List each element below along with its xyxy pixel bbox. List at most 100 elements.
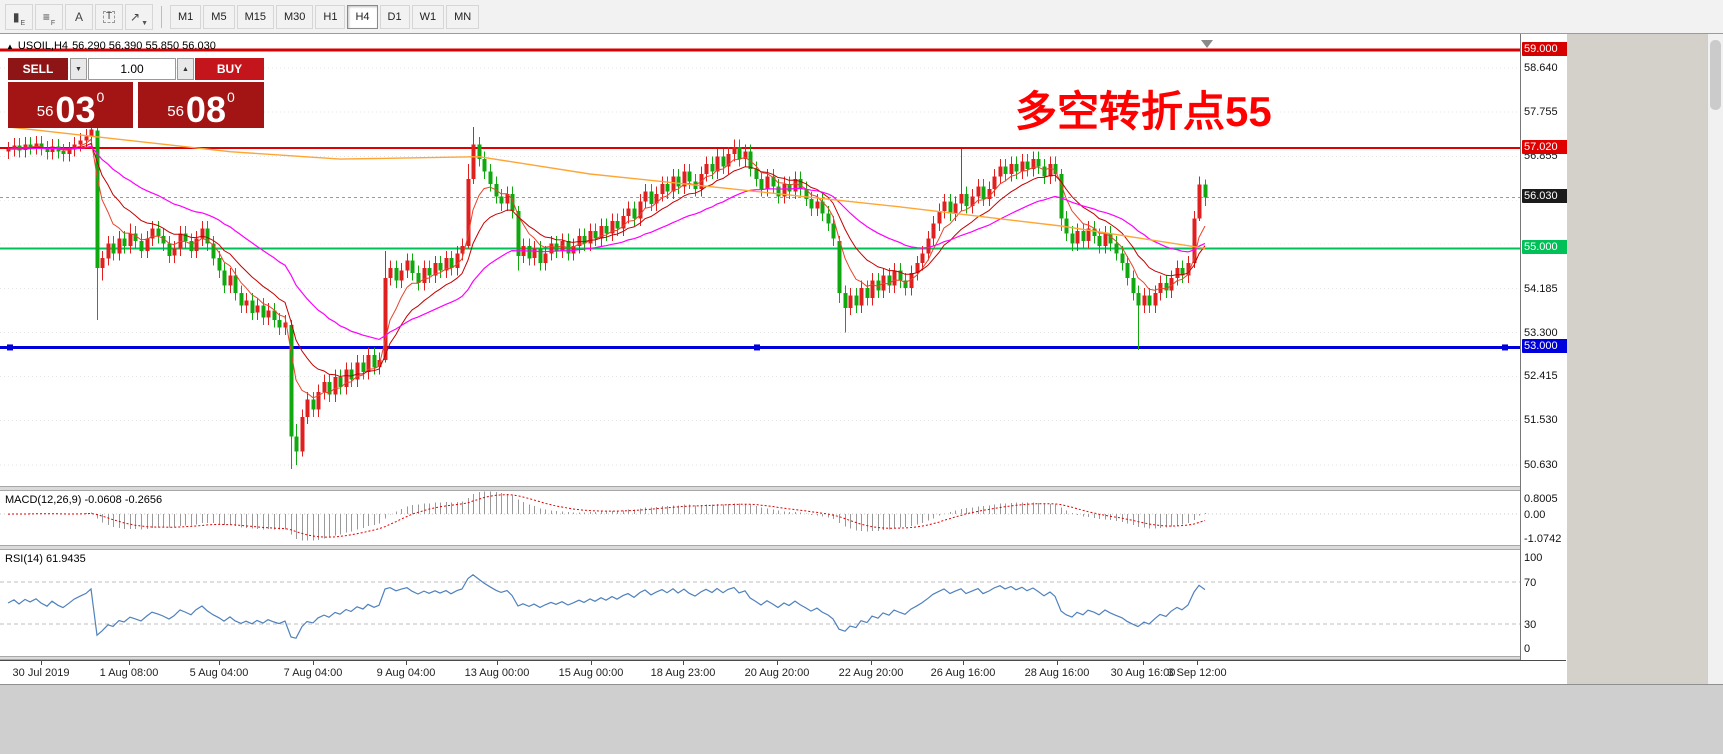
draw-sub-icon: ▼ (141, 19, 148, 27)
date-tick (1057, 661, 1058, 665)
text-icon: A (74, 9, 83, 24)
tool-button-group: ▮ E ≡ F A T ↗ ▼ (4, 3, 154, 30)
timeframe-button-w1[interactable]: W1 (411, 4, 445, 29)
date-tick (219, 661, 220, 665)
volume-down-icon[interactable]: ▼ (70, 58, 87, 80)
chart-style-icon: ▮ (12, 9, 20, 24)
date-axis[interactable]: 30 Jul 2019 1 Aug 08:00 5 Aug 04:00 7 Aug 0… (0, 660, 1566, 684)
date-label: 30 Jul 2019 (12, 667, 70, 679)
pane-separator[interactable] (0, 486, 1566, 491)
ohlc-readout: 56.290 56.390 55.850 56.030 (72, 40, 216, 52)
price-axis-label: 51.530 (1524, 414, 1558, 427)
timeframe-button-m15[interactable]: M15 (236, 4, 274, 29)
timeframe-button-m5[interactable]: M5 (203, 4, 235, 29)
date-tick (591, 661, 592, 665)
macd-pane[interactable] (0, 491, 1520, 545)
date-label: 18 Aug 23:00 (650, 667, 716, 679)
timeframe-button-h4[interactable]: H4 (347, 4, 378, 29)
timeframe-button-m1[interactable]: M1 (170, 4, 202, 29)
price-axis-label: 59.000 (1522, 42, 1568, 57)
rsi-pane[interactable] (0, 550, 1520, 656)
lot-size-input[interactable] (88, 58, 176, 80)
date-label: 20 Aug 20:00 (744, 667, 810, 679)
date-tick (777, 661, 778, 665)
bottom-panel (0, 684, 1723, 754)
price-axis[interactable]: 58.640 57.755 56.855 54.185 53.300 52.415 51.5… (1520, 34, 1568, 684)
label-tool-button[interactable]: T (95, 3, 123, 30)
main-chart-pane[interactable] (0, 38, 1520, 486)
pane-separator[interactable] (0, 656, 1566, 660)
date-label: 28 Aug 16:00 (1024, 667, 1090, 679)
price-axis-label: 53.000 (1522, 339, 1568, 354)
price-axis-label: 30 (1524, 619, 1537, 632)
rsi-label: RSI(14) 61.9435 (5, 553, 86, 565)
price-axis-label: 0.8005 (1524, 493, 1558, 505)
price-axis-label: 56.030 (1522, 189, 1568, 204)
date-label: 13 Aug 00:00 (464, 667, 530, 679)
price-axis-label: 0 (1524, 643, 1531, 655)
date-label: 15 Aug 00:00 (558, 667, 624, 679)
label-icon: T (102, 10, 116, 23)
draw-tool-button[interactable]: ↗ ▼ (125, 3, 153, 30)
date-label: 22 Aug 20:00 (838, 667, 904, 679)
price-axis-label: -1.0742 (1524, 533, 1562, 545)
toolbar-separator (161, 5, 162, 28)
text-tool-button[interactable]: A (65, 3, 93, 30)
date-tick (871, 661, 872, 665)
date-tick (1143, 661, 1144, 665)
chart-style-sub-icon: E (20, 19, 26, 27)
price-axis-label: 70 (1524, 576, 1537, 589)
toolbar: ▮ E ≡ F A T ↗ ▼ M1 M5 M15 M30 H1 H4 D1 W1 MN (0, 0, 1723, 34)
timeframe-button-mn[interactable]: MN (446, 4, 480, 29)
volume-up-icon[interactable]: ▲ (177, 58, 194, 80)
timeframe-button-m30[interactable]: M30 (275, 4, 314, 29)
date-label: 3 Sep 12:00 (1167, 667, 1227, 679)
pane-separator[interactable] (0, 545, 1566, 550)
sell-price-small: 56 (36, 103, 54, 120)
date-label: 1 Aug 08:00 (99, 667, 159, 679)
sell-quote[interactable]: 56 03 0 (8, 82, 133, 128)
buy-price-big: 08 (185, 88, 226, 130)
date-tick (406, 661, 407, 665)
price-axis-label: 57.755 (1524, 105, 1558, 118)
sell-button[interactable]: SELL (8, 58, 68, 80)
date-tick (313, 661, 314, 665)
date-label: 5 Aug 04:00 (189, 667, 249, 679)
collapse-arrow-icon[interactable]: ▲ (6, 42, 14, 51)
symbol-info: ▲ USOIL,H4 56.290 56.390 55.850 56.030 (6, 40, 220, 52)
timeframe-button-d1[interactable]: D1 (379, 4, 410, 29)
price-axis-label: 54.185 (1524, 282, 1558, 295)
vertical-scrollbar[interactable] (1707, 34, 1723, 684)
date-label: 26 Aug 16:00 (930, 667, 996, 679)
sell-price-big: 03 (55, 88, 96, 130)
chart-window[interactable]: ▲ USOIL,H4 56.290 56.390 55.850 56.030 SEL… (0, 34, 1568, 684)
buy-price-sup: 0 (226, 89, 235, 105)
date-tick (41, 661, 42, 665)
chart-annotation: 多空转折点55 (1015, 88, 1272, 135)
price-axis-label: 0.00 (1524, 509, 1546, 522)
date-tick (683, 661, 684, 665)
date-label: 30 Aug 16:00 (1110, 667, 1176, 679)
price-axis-label: 50.630 (1524, 458, 1558, 471)
scrollbar-thumb[interactable] (1710, 40, 1721, 110)
buy-quote[interactable]: 56 08 0 (138, 82, 264, 128)
buy-price-small: 56 (167, 103, 184, 120)
grid-icon: ≡ (42, 9, 50, 24)
date-tick (963, 661, 964, 665)
grid-tool-button[interactable]: ≡ F (35, 3, 63, 30)
price-axis-label: 52.415 (1524, 370, 1558, 383)
sell-price-sup: 0 (96, 89, 105, 105)
chart-style-tool-button[interactable]: ▮ E (5, 3, 33, 30)
price-axis-label: 58.640 (1524, 61, 1558, 74)
price-axis-label: 57.020 (1522, 140, 1568, 155)
draw-icon: ↗ (130, 9, 141, 24)
date-label: 9 Aug 04:00 (376, 667, 436, 679)
timeframe-button-group: M1 M5 M15 M30 H1 H4 D1 W1 MN (169, 4, 480, 29)
date-tick (1197, 661, 1198, 665)
buy-button[interactable]: BUY (195, 58, 264, 80)
date-tick (129, 661, 130, 665)
timeframe-button-h1[interactable]: H1 (315, 4, 346, 29)
date-label: 7 Aug 04:00 (283, 667, 343, 679)
macd-label: MACD(12,26,9) -0.0608 -0.2656 (5, 494, 163, 506)
